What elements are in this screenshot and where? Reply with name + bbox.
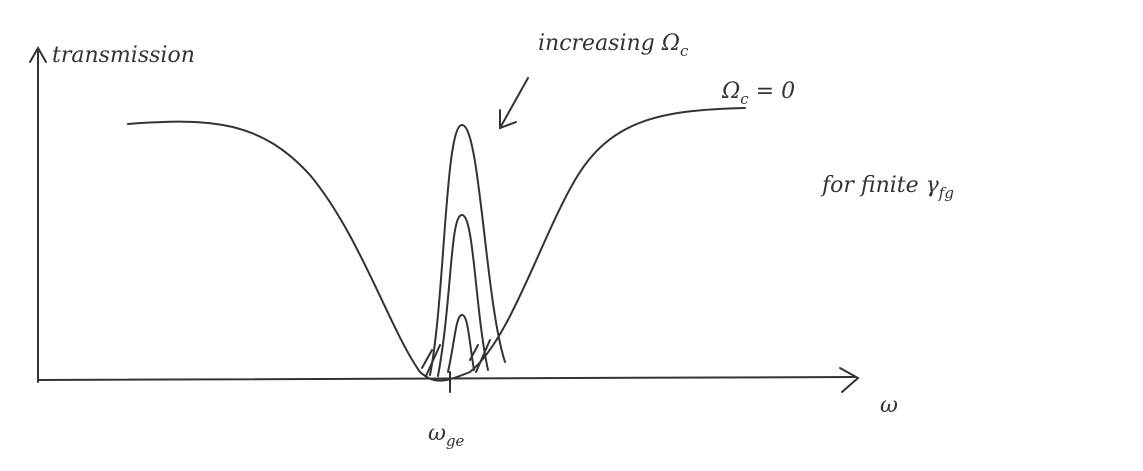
increasing-arrow [499, 77, 529, 130]
finite-label: for finite γfg [820, 173, 954, 202]
y-axis-label: transmission [52, 43, 195, 68]
eit-peak-large [429, 123, 506, 376]
x-arrow [839, 367, 860, 393]
label-sub: c [740, 90, 749, 108]
label-text: ω [428, 421, 446, 446]
increasing-label: increasing Ωc [538, 31, 689, 60]
x-axis [37, 376, 856, 381]
zero-label: Ωc = 0 [721, 79, 795, 108]
y-arrow [29, 45, 47, 63]
label-sub: c [680, 42, 689, 60]
label-sub: fg [938, 184, 954, 202]
label-sub: ge [446, 432, 465, 450]
hatching [421, 339, 491, 377]
eit-peak-medium [437, 213, 489, 377]
label-text: Ω [721, 79, 740, 104]
x-axis-label: ω [880, 393, 898, 418]
resonance-label: ωge [428, 421, 465, 450]
transmission-curve [127, 107, 746, 382]
eit-peak-small [447, 313, 475, 373]
label-text: for finite γ [820, 173, 940, 198]
label-text: increasing Ω [538, 31, 680, 56]
label-rest: = 0 [749, 79, 795, 104]
